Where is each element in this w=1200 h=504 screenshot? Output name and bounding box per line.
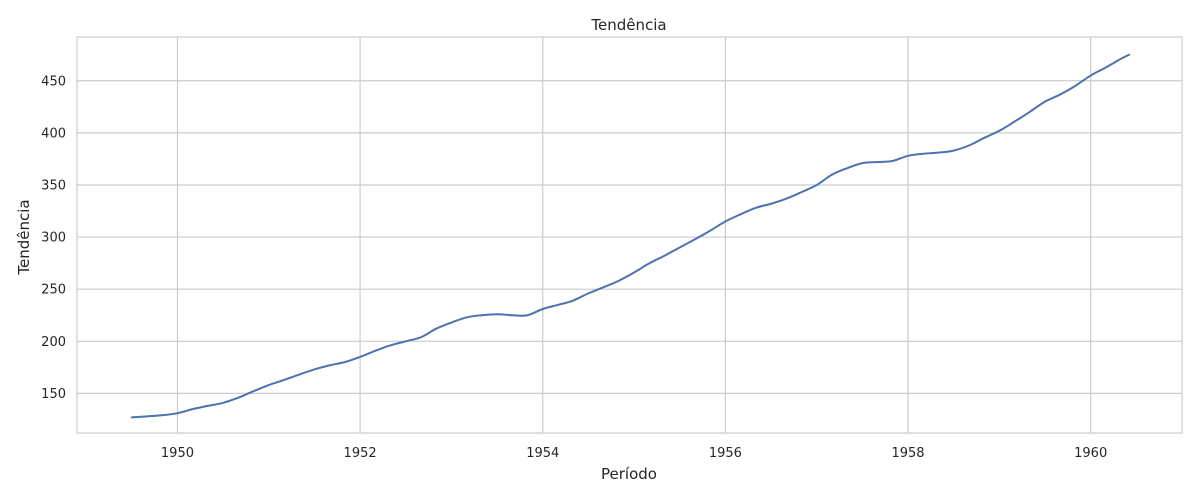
x-tick-labels: 1950 1952 1954 1956 1958 1960 [161,446,1107,461]
x-tick-label: 1950 [161,446,194,461]
y-tick-label: 200 [41,335,66,350]
y-tick-label: 450 [41,74,66,89]
x-tick-label: 1954 [526,446,559,461]
x-tick-label: 1952 [344,446,377,461]
x-axis-title: Período [601,465,657,483]
y-axis-title: Tendência [15,199,33,275]
series-layer [130,53,1131,419]
x-tick-label: 1956 [709,446,742,461]
y-tick-label: 300 [41,231,66,246]
y-tick-label: 150 [41,387,66,402]
chart-title: Tendência [590,16,666,34]
grid-lines [77,37,1182,433]
y-tick-label: 250 [41,283,66,298]
trend-series-line [130,53,1131,419]
plot-frame [76,36,1183,434]
y-tick-label: 400 [41,126,66,141]
y-tick-label: 350 [41,178,66,193]
y-tick-labels: 150 200 250 300 350 400 450 [41,74,66,402]
plot-area-border [76,36,1183,434]
x-tick-label: 1960 [1074,446,1107,461]
x-tick-label: 1958 [891,446,924,461]
